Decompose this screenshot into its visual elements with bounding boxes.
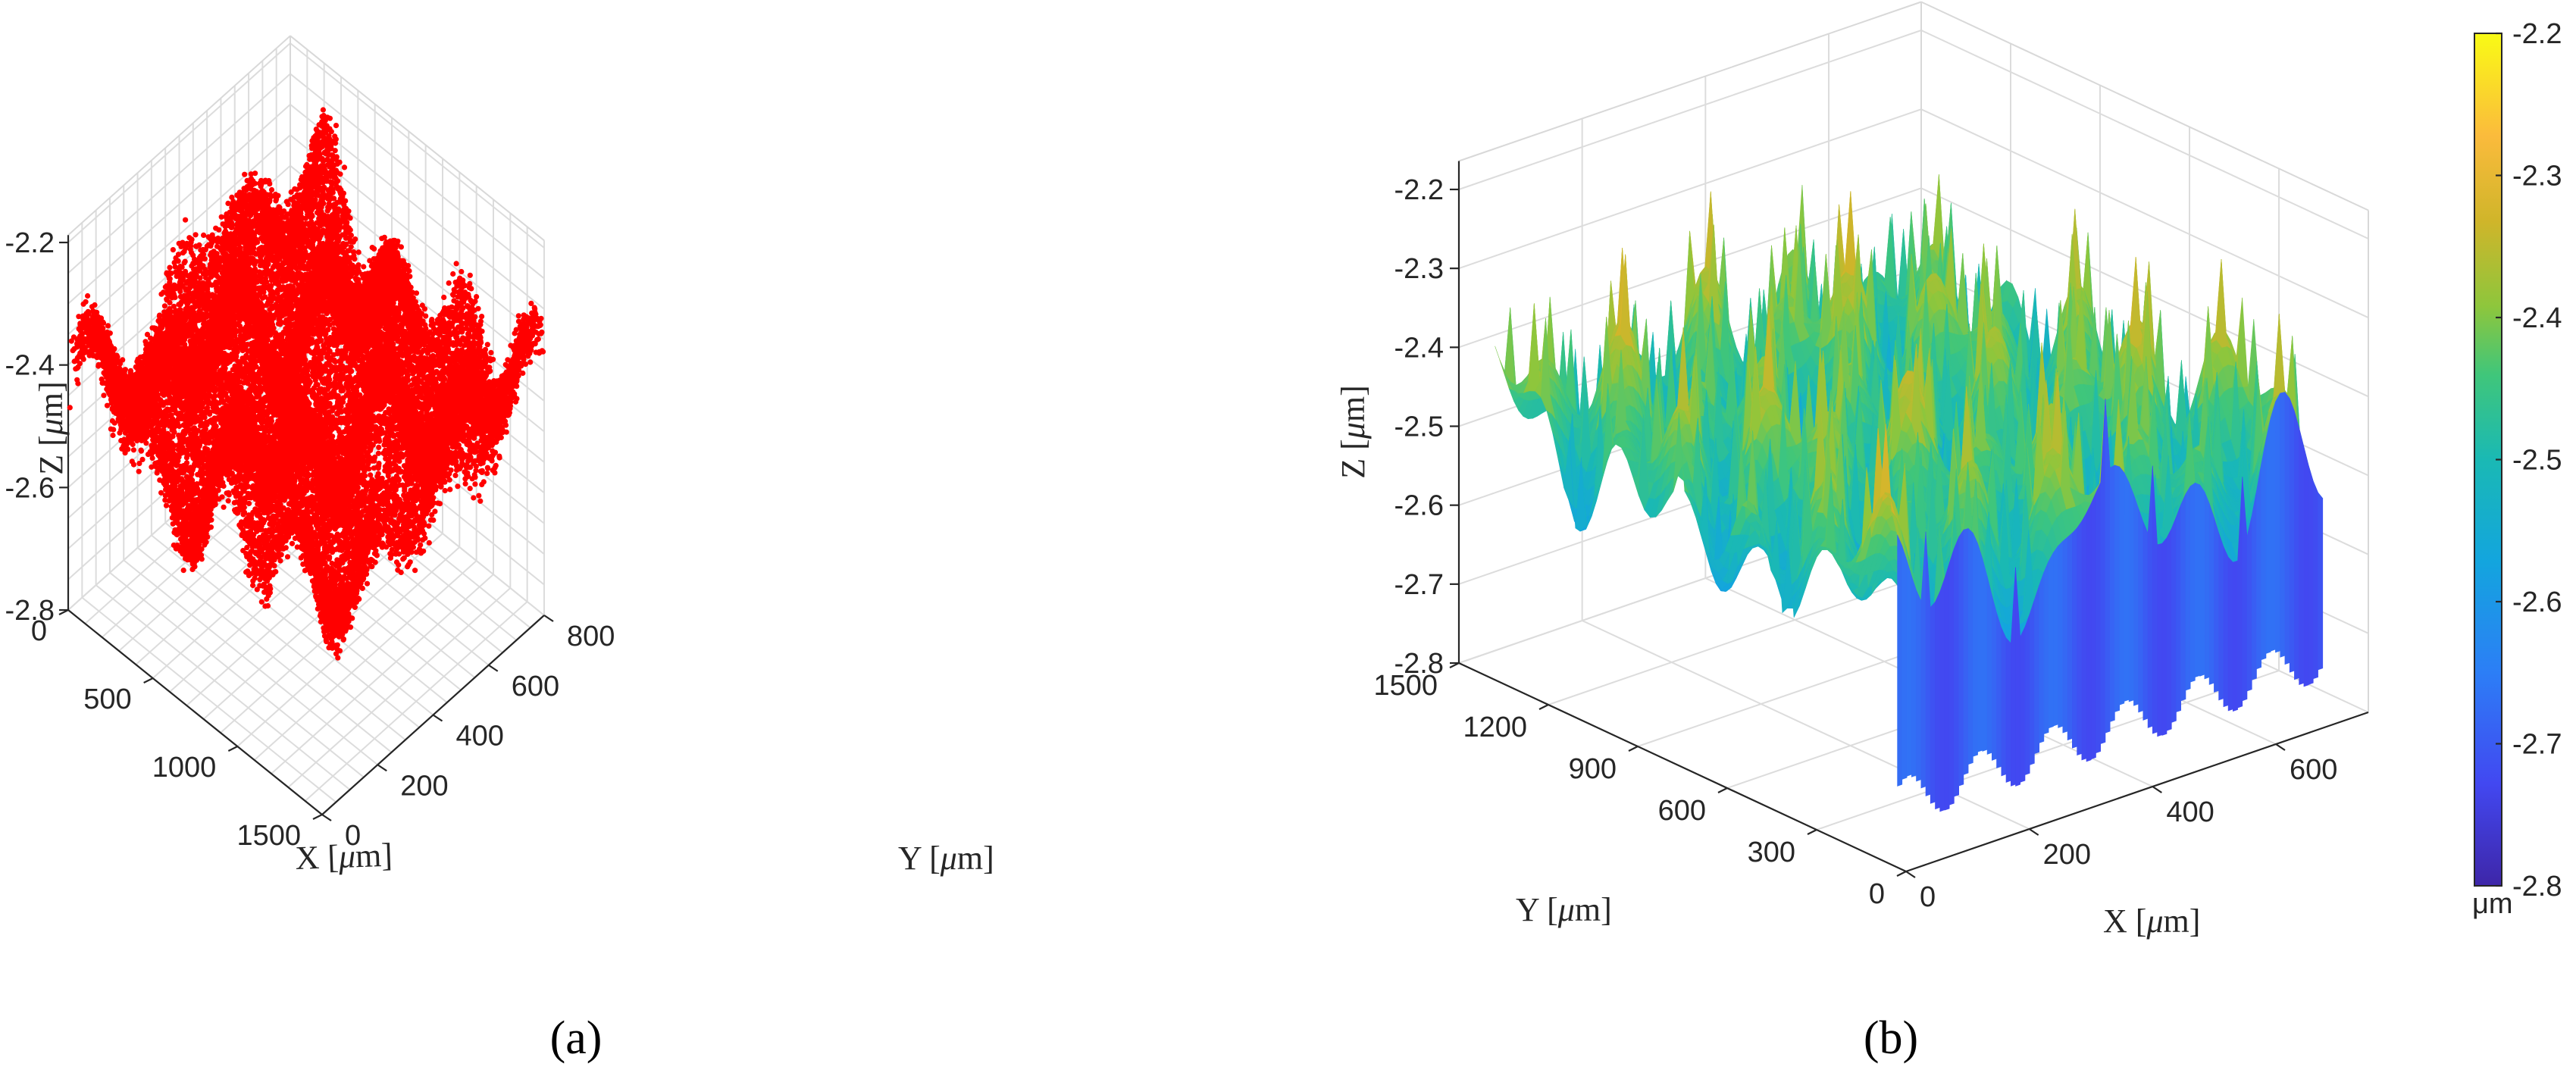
panel-a-point-cloud xyxy=(67,107,546,661)
x-tick-mark xyxy=(227,746,238,752)
grid-line xyxy=(178,509,434,716)
scatter-point xyxy=(477,498,484,504)
y-tick-mark xyxy=(377,764,387,772)
grid-line xyxy=(136,547,393,753)
scatter-point xyxy=(467,272,473,278)
scatter-point xyxy=(163,502,170,508)
frame-edge xyxy=(290,35,545,242)
x-axis-line xyxy=(67,609,323,815)
scatter-point xyxy=(400,556,406,562)
grid-line xyxy=(81,596,336,803)
grid-line xyxy=(95,584,351,790)
grid-line xyxy=(109,571,365,778)
y-tick-mark xyxy=(543,615,554,622)
scatter-point xyxy=(284,554,291,560)
scatter-point xyxy=(479,314,485,320)
scatter-point xyxy=(130,447,136,453)
scatter-point xyxy=(341,164,348,170)
scatter-point xyxy=(139,456,146,463)
y-tick-mark xyxy=(488,664,499,672)
grid-line xyxy=(164,522,420,728)
scatter-point xyxy=(158,490,164,496)
y-tick-mark xyxy=(432,714,443,722)
scatter-point xyxy=(332,133,338,139)
x-tick-mark xyxy=(143,677,154,684)
grid-line xyxy=(123,559,378,766)
frame-edge xyxy=(67,35,291,236)
scatter-point xyxy=(484,342,490,348)
scatter-point xyxy=(167,264,173,271)
x-tick-mark xyxy=(312,814,323,820)
y-tick-mark xyxy=(321,814,332,821)
panel-a-axes xyxy=(58,235,554,821)
